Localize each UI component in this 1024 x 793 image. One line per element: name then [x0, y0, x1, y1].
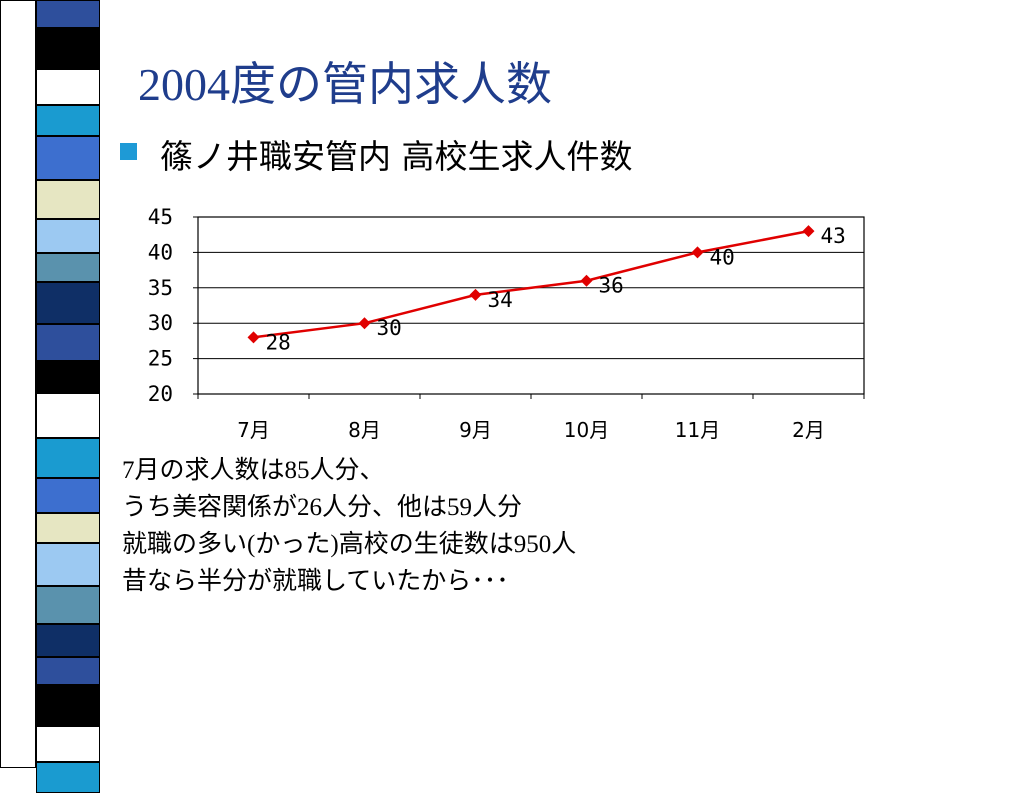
data-label: 36 [599, 274, 624, 298]
data-point [691, 246, 704, 259]
stripe-block [36, 282, 100, 324]
notes: 7月の求人数は85人分、 うち美容関係が26人分、他は59人分 就職の多い(かっ… [122, 452, 576, 599]
stripe-block [36, 136, 100, 180]
stripe-block [36, 69, 100, 105]
y-tick-label: 30 [148, 311, 173, 335]
stripe-block [36, 657, 100, 685]
stripe-block [36, 28, 100, 69]
stripe-block [36, 393, 100, 438]
stripe-block [36, 180, 100, 219]
stripe-block [36, 219, 100, 253]
x-tick-label: 7月 [237, 418, 270, 442]
chart-subtitle: 篠ノ井職安管内 高校生求人件数 [160, 137, 633, 176]
data-point [247, 331, 260, 344]
title-year: 2004 [138, 59, 230, 110]
stripe-block [36, 513, 100, 543]
y-tick-label: 45 [148, 205, 173, 229]
data-point [802, 225, 815, 238]
stripe-edge [0, 0, 36, 768]
data-point [358, 317, 371, 330]
stripe-block [36, 0, 100, 28]
x-tick-label: 10月 [564, 418, 609, 442]
y-tick-label: 25 [148, 347, 173, 371]
square-bullet-icon [120, 143, 137, 160]
y-tick-label: 40 [148, 240, 173, 264]
data-point [469, 288, 482, 301]
stripe-block [36, 105, 100, 136]
data-label: 30 [377, 316, 402, 340]
note-line-3: 就職の多い(かった)高校の生徒数は950人 [122, 529, 577, 558]
stripe-block [36, 478, 100, 513]
stripe-block [36, 361, 100, 393]
stripe-block [36, 726, 100, 762]
data-label: 43 [821, 224, 846, 248]
x-tick-label: 2月 [792, 418, 825, 442]
y-tick-label: 35 [148, 276, 173, 300]
series-line [253, 229, 809, 339]
stripe-block [36, 253, 100, 282]
stripe-block [36, 624, 100, 657]
note-line-2: うち美容関係が26人分、他は59人分 [122, 492, 523, 521]
stripe-block [36, 438, 100, 478]
data-label: 40 [710, 245, 735, 269]
slide-title: 2004度の管内求人数 [138, 48, 552, 114]
stripe-block [36, 324, 100, 361]
note-line-1: 7月の求人数は85人分、 [122, 455, 385, 484]
line-chart: 20 25 30 35 40 45 7月 8月 9月 10月 11月 2月 28 30 34 36 40 43 [148, 205, 865, 442]
x-tick-label: 9月 [459, 418, 492, 442]
stripe-block [36, 586, 100, 624]
stripe-block [36, 685, 100, 726]
note-line-4: 昔なら半分が就職していたから･･･ [122, 566, 509, 595]
plot-area [197, 216, 865, 395]
stripe-block [36, 543, 100, 586]
title-text: 度の管内求人数 [230, 57, 552, 111]
decorative-stripe [0, 0, 112, 793]
x-tick-label: 11月 [675, 418, 720, 442]
x-tick-label: 8月 [348, 418, 381, 442]
y-tick-label: 20 [148, 382, 173, 406]
data-label: 28 [266, 330, 291, 354]
data-point [580, 274, 593, 287]
data-label: 34 [488, 288, 513, 312]
